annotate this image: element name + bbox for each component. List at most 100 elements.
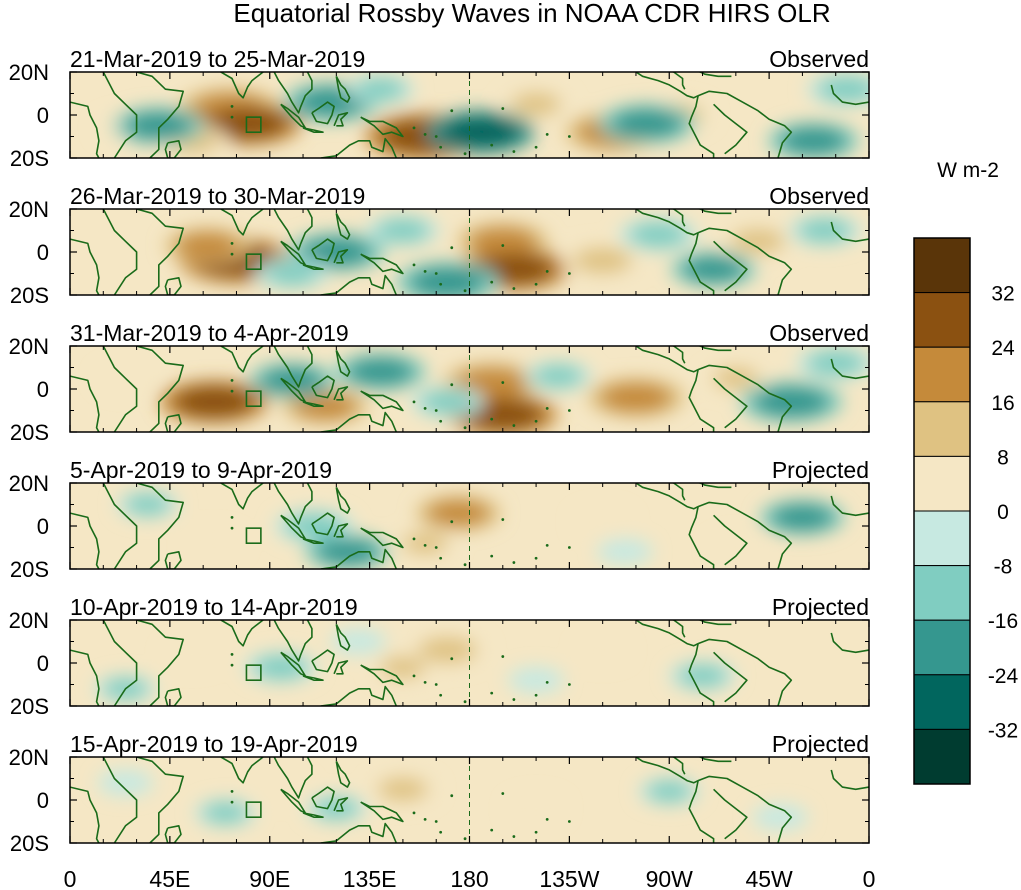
- coastline: [830, 769, 869, 791]
- colorbar-swatch: [913, 728, 971, 785]
- coastline: [311, 101, 335, 125]
- y-tick-label: 0: [37, 514, 49, 539]
- island: [534, 830, 538, 834]
- coastline: [320, 274, 398, 295]
- colorbar-swatch: [913, 565, 971, 621]
- island: [512, 561, 516, 564]
- x-tick-label: 90E: [249, 866, 290, 890]
- y-tick-label: 20N: [9, 197, 49, 222]
- island: [534, 556, 538, 560]
- y-tick-label: 0: [37, 651, 49, 676]
- coastline: [102, 209, 138, 295]
- island: [463, 426, 467, 430]
- coastlines: [70, 483, 869, 569]
- panel-period-label: 5-Apr-2019 to 9-Apr-2019: [70, 457, 332, 483]
- coastline: [136, 72, 184, 158]
- coastlines: [70, 72, 869, 158]
- panel-status-label: Observed: [769, 46, 869, 72]
- island: [501, 792, 505, 795]
- coastline: [164, 277, 182, 295]
- coastline: [713, 377, 748, 429]
- coastline: [220, 620, 264, 647]
- coastline: [830, 221, 869, 243]
- anomaly-cell: [426, 499, 491, 527]
- anomaly-cell: [355, 77, 406, 101]
- coastline: [697, 90, 793, 158]
- anomaly-cell: [770, 503, 835, 531]
- panels: 20N 0 20S 21-Mar-2019 to 25-Mar-2019 Observe…: [9, 46, 870, 856]
- coastline: [333, 523, 349, 538]
- panel-status-label: Projected: [772, 731, 869, 757]
- coastlines: [70, 620, 869, 706]
- coastline: [333, 112, 349, 127]
- anomaly-cell: [584, 640, 622, 660]
- island: [412, 674, 416, 678]
- anomaly-cell: [260, 366, 324, 394]
- island: [439, 556, 443, 560]
- island: [501, 107, 505, 110]
- island: [490, 828, 494, 832]
- coastline: [713, 240, 748, 292]
- coastline: [695, 757, 732, 763]
- coastline: [102, 757, 138, 843]
- coastline: [273, 209, 313, 251]
- x-tick-label: 0: [64, 866, 77, 890]
- colorbar-tick-label: 0: [997, 501, 1009, 524]
- colorbar-tick-label: 8: [997, 446, 1009, 469]
- island: [545, 269, 549, 273]
- island: [512, 287, 516, 290]
- anomaly-cell: [207, 107, 288, 140]
- coastline: [360, 390, 404, 412]
- coastline: [302, 675, 324, 681]
- coastline: [320, 685, 398, 706]
- anomaly-cell: [628, 221, 688, 248]
- panel-period-label: 10-Apr-2019 to 14-Apr-2019: [70, 594, 358, 620]
- colorbar-swatch: [913, 619, 971, 676]
- anomaly-cell: [797, 218, 852, 243]
- coastline: [688, 95, 715, 158]
- island: [512, 698, 516, 701]
- coastline: [830, 495, 869, 517]
- coastline: [635, 620, 699, 647]
- x-tick-label: 45E: [149, 866, 190, 890]
- anomaly-cell: [806, 350, 866, 377]
- coastline: [713, 103, 748, 155]
- panel-background: [70, 757, 869, 843]
- y-tick-label: 20N: [9, 334, 49, 359]
- coastlines: [70, 346, 869, 432]
- island: [434, 409, 438, 412]
- island: [490, 417, 494, 421]
- anomaly-cell: [730, 229, 786, 254]
- coastline: [302, 538, 324, 544]
- anomaly-cell: [315, 538, 380, 566]
- coastline: [670, 209, 686, 227]
- coastline: [70, 786, 100, 843]
- coastline: [360, 664, 404, 686]
- island: [230, 800, 234, 804]
- island: [412, 400, 416, 404]
- colorbar-swatch: [913, 455, 971, 512]
- coastline: [688, 780, 715, 843]
- island: [439, 145, 443, 149]
- coastline: [70, 238, 100, 295]
- island: [439, 282, 443, 286]
- island: [230, 663, 234, 667]
- coastline: [136, 757, 184, 843]
- anomaly-cell: [440, 115, 521, 149]
- anomaly-cell: [380, 656, 426, 679]
- coastline: [713, 788, 748, 840]
- coastline: [102, 620, 138, 706]
- x-tick-label: 90W: [646, 866, 694, 890]
- coastline: [220, 346, 264, 373]
- y-tick-label: 20S: [10, 146, 49, 171]
- anomaly-cell: [779, 126, 848, 156]
- reference-box: [245, 664, 262, 682]
- anomaly-cell: [124, 111, 193, 141]
- panel-period-label: 15-Apr-2019 to 19-Apr-2019: [70, 731, 358, 757]
- panel-period-label: 21-Mar-2019 to 25-Mar-2019: [70, 46, 365, 72]
- colorbar-tick-label: 16: [991, 392, 1014, 415]
- anomaly-cell: [582, 511, 624, 532]
- anomaly-cell: [604, 541, 646, 562]
- y-tick-label: 20S: [10, 831, 49, 856]
